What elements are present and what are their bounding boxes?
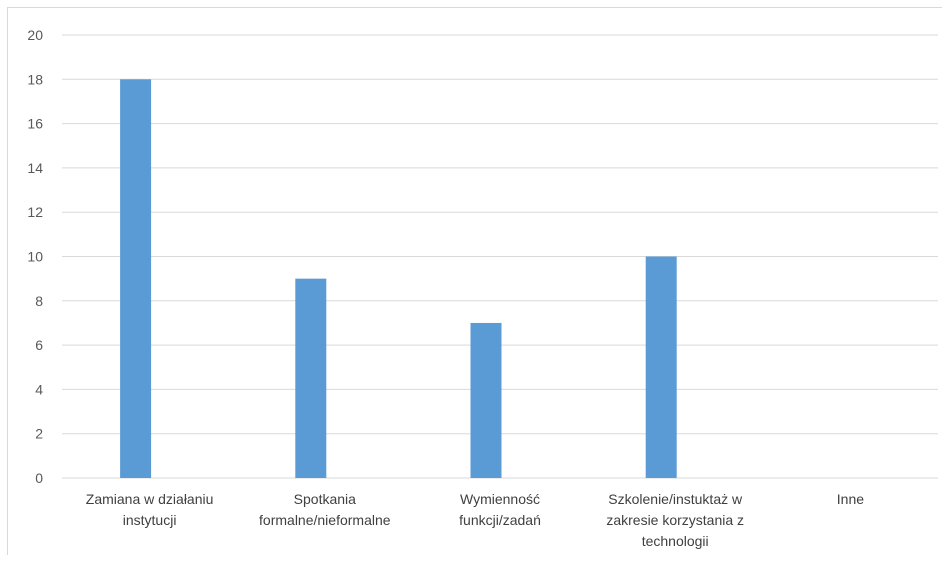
y-tick-label: 6 [35,337,43,353]
x-category-label: Spotkania formalne/nieformalne [259,491,391,528]
bar [645,256,677,478]
y-tick-label: 0 [35,470,43,486]
y-tick-label: 2 [35,426,43,442]
bars [120,79,677,479]
y-tick-label: 18 [27,71,43,87]
x-category-label: Wymienność funkcji/zadań [459,491,541,528]
y-axis-ticks: 0 2 4 6 8 10 12 14 16 18 20 [27,27,43,486]
y-tick-label: 12 [27,204,43,220]
bar [120,79,152,479]
y-tick-label: 8 [35,293,43,309]
y-tick-label: 14 [27,160,43,176]
bar [295,278,327,478]
y-tick-label: 16 [27,116,43,132]
y-tick-label: 4 [35,381,43,397]
x-category-label: Szkolenie/instuktaż w zakresie korzystani… [606,491,744,549]
x-category-label: Zamiana w działaniu instytucji [86,491,214,528]
x-category-label: Inne [837,491,864,507]
y-tick-label: 10 [27,249,43,265]
bar [470,322,502,478]
y-tick-label: 20 [27,27,43,43]
chart-frame [7,7,942,555]
x-axis-labels: Zamiana w działaniu instytucji Spotkania fo… [86,491,864,549]
